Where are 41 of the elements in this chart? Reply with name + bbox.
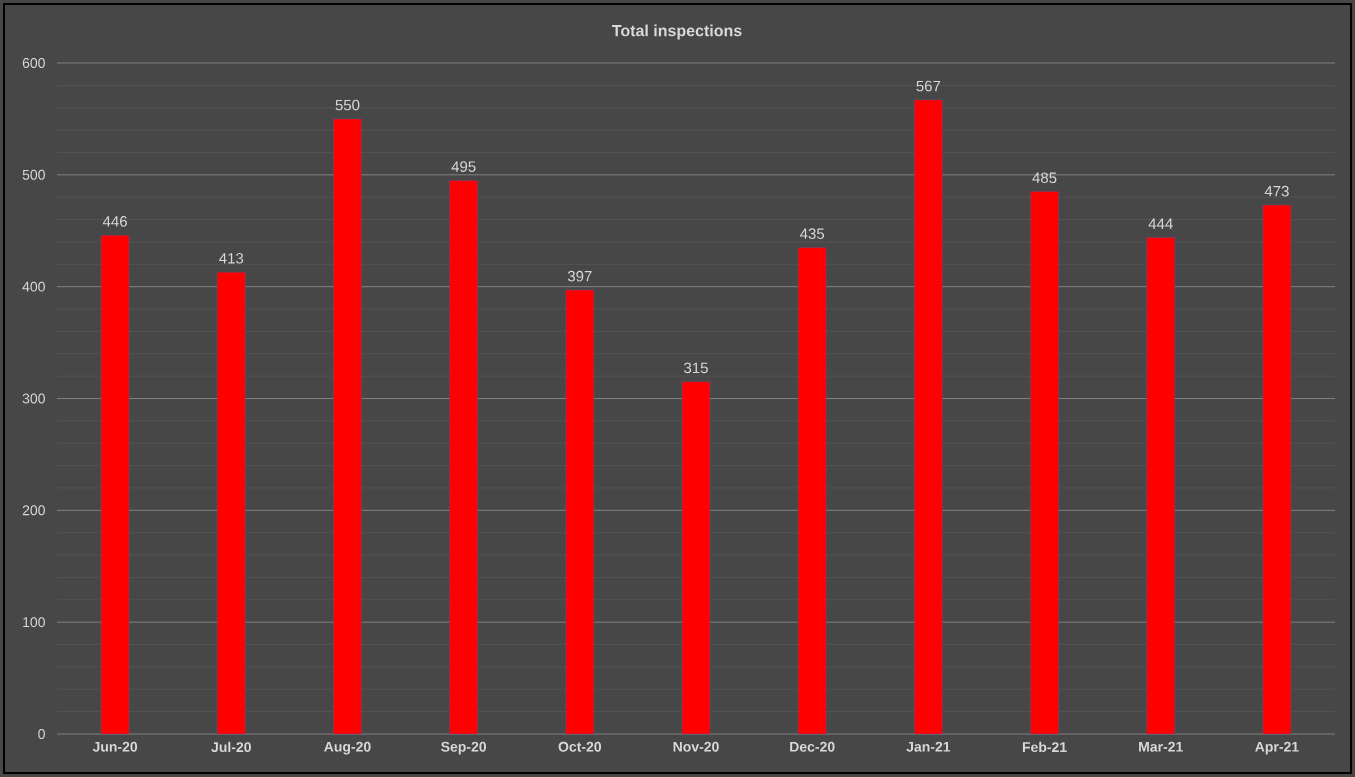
bar bbox=[449, 180, 478, 735]
data-label: 413 bbox=[219, 252, 244, 264]
x-tick-label: Jul-20 bbox=[211, 741, 251, 753]
data-label: 315 bbox=[684, 362, 708, 374]
data-label: 550 bbox=[335, 99, 360, 111]
data-label: 473 bbox=[1264, 185, 1289, 197]
x-tick-label: Dec-20 bbox=[790, 741, 835, 752]
bar bbox=[1030, 191, 1059, 735]
bar bbox=[797, 247, 827, 735]
x-tick-label: Feb-21 bbox=[1022, 741, 1067, 753]
x-tick-label: Mar-21 bbox=[1139, 741, 1183, 752]
bar bbox=[333, 118, 362, 735]
bar bbox=[100, 235, 130, 735]
data-label: 435 bbox=[800, 228, 825, 239]
y-tick-label: 500 bbox=[22, 169, 45, 180]
x-tick-label: Nov-20 bbox=[673, 741, 719, 752]
bar bbox=[1146, 237, 1175, 735]
y-tick-label: 200 bbox=[22, 505, 45, 516]
bar bbox=[914, 99, 943, 735]
x-tick-label: Jun-20 bbox=[92, 741, 138, 752]
x-tick-label: Oct-20 bbox=[558, 741, 602, 752]
bar bbox=[565, 289, 595, 735]
data-label: 444 bbox=[1148, 218, 1173, 229]
x-tick-label: Apr-21 bbox=[1255, 741, 1299, 755]
data-label: 495 bbox=[451, 161, 476, 172]
chart-title: Total inspections bbox=[611, 24, 742, 40]
bar bbox=[1262, 204, 1292, 735]
y-tick-label: 600 bbox=[22, 58, 45, 68]
data-label: 567 bbox=[916, 80, 941, 92]
y-tick-label: 100 bbox=[23, 617, 45, 628]
data-label: 397 bbox=[567, 270, 592, 282]
data-label: 485 bbox=[1032, 172, 1057, 184]
y-tick-label: 0 bbox=[38, 729, 45, 739]
x-tick-label: Sep-20 bbox=[441, 741, 487, 755]
x-tick-label: Aug-20 bbox=[324, 741, 371, 755]
y-tick-label: 400 bbox=[22, 281, 45, 292]
bar bbox=[217, 271, 246, 735]
x-tick-label: Jan-21 bbox=[906, 741, 951, 752]
y-tick-label: 300 bbox=[22, 393, 45, 404]
data-label: 446 bbox=[102, 216, 127, 227]
bar bbox=[681, 381, 711, 735]
